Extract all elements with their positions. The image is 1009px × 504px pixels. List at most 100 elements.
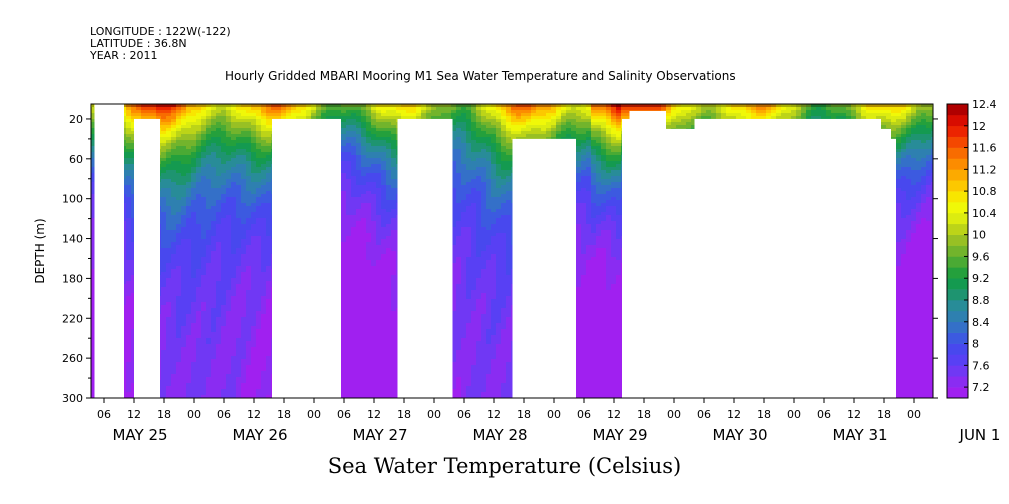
heatmap-cell: [251, 107, 257, 111]
heatmap-cell: [196, 332, 202, 336]
heatmap-cell: [206, 299, 212, 303]
heatmap-cell: [246, 266, 252, 270]
heatmap-cell: [181, 389, 187, 393]
heatmap-cell: [241, 203, 247, 207]
heatmap-cell: [261, 281, 267, 285]
heatmap-cell: [236, 197, 242, 201]
heatmap-cell: [206, 254, 212, 258]
heatmap-cell: [216, 227, 222, 231]
heatmap-cell: [201, 314, 207, 318]
heatmap-cell: [201, 389, 207, 393]
heatmap-cell: [196, 287, 202, 291]
heatmap-cell: [181, 170, 187, 174]
heatmap-cell: [201, 176, 207, 180]
heatmap-cell: [196, 320, 202, 324]
heatmap-cell: [241, 341, 247, 345]
heatmap-cell: [161, 296, 167, 300]
heatmap-cell: [216, 257, 222, 261]
heatmap-cell: [131, 206, 137, 210]
heatmap-cell: [201, 350, 207, 354]
heatmap-cell: [241, 347, 247, 351]
heatmap-cell: [251, 266, 257, 270]
heatmap-cell: [341, 140, 347, 144]
heatmap-cell: [241, 338, 247, 342]
heatmap-cell: [226, 380, 232, 384]
heatmap-cell: [206, 164, 212, 168]
heatmap-cell: [241, 335, 247, 339]
heatmap-cell: [126, 296, 132, 300]
heatmap-cell: [231, 302, 237, 306]
heatmap-cell: [231, 194, 237, 198]
heatmap-cell: [91, 350, 97, 354]
heatmap-cell: [186, 386, 192, 390]
heatmap-cell: [226, 119, 232, 123]
heatmap-cell: [171, 350, 177, 354]
heatmap-cell: [171, 341, 177, 345]
heatmap-cell: [266, 365, 272, 369]
heatmap-cell: [206, 152, 212, 156]
heatmap-cell: [261, 191, 267, 195]
heatmap-cell: [261, 197, 267, 201]
heatmap-cell: [226, 308, 232, 312]
heatmap-cell: [201, 353, 207, 357]
heatmap-cell: [186, 383, 192, 387]
heatmap-cell: [161, 338, 167, 342]
heatmap-cell: [216, 215, 222, 219]
heatmap-cell: [126, 272, 132, 276]
heatmap-cell: [261, 392, 267, 396]
heatmap-cell: [91, 353, 97, 357]
heatmap-cell: [126, 395, 132, 398]
heatmap-cell: [171, 110, 177, 114]
heatmap-cell: [196, 248, 202, 252]
heatmap-cell: [191, 212, 197, 216]
heatmap-cell: [261, 137, 267, 141]
heatmap-cell: [311, 116, 317, 120]
heatmap-cell: [196, 341, 202, 345]
heatmap-cell: [256, 254, 262, 258]
heatmap-cell: [261, 368, 267, 372]
heatmap-cell: [251, 113, 257, 117]
heatmap-cell: [246, 221, 252, 225]
heatmap-cell: [216, 191, 222, 195]
heatmap-cell: [251, 122, 257, 126]
heatmap-cell: [236, 227, 242, 231]
heatmap-cell: [256, 233, 262, 237]
heatmap-cell: [166, 179, 172, 183]
heatmap-cell: [226, 368, 232, 372]
heatmap-cell: [261, 377, 267, 381]
heatmap-cell: [221, 323, 227, 327]
heatmap-cell: [91, 218, 97, 222]
heatmap-cell: [191, 125, 197, 129]
heatmap-cell: [171, 275, 177, 279]
heatmap-cell: [206, 140, 212, 144]
heatmap-cell: [231, 341, 237, 345]
heatmap-cell: [256, 389, 262, 393]
heatmap-cell: [241, 329, 247, 333]
heatmap-cell: [206, 116, 212, 120]
heatmap-cell: [181, 311, 187, 315]
heatmap-cell: [241, 173, 247, 177]
heatmap-cell: [181, 326, 187, 330]
heatmap-cell: [171, 131, 177, 135]
heatmap-cell: [341, 380, 347, 384]
heatmap-cell: [251, 332, 257, 336]
heatmap-cell: [181, 113, 187, 117]
heatmap-cell: [196, 209, 202, 213]
heatmap-cell: [256, 320, 262, 324]
heatmap-cell: [341, 305, 347, 309]
heatmap-cell: [266, 305, 272, 309]
heatmap-cell: [91, 269, 97, 273]
heatmap-cell: [161, 233, 167, 237]
heatmap-cell: [341, 266, 347, 270]
heatmap-cell: [166, 131, 172, 135]
heatmap-cell: [161, 293, 167, 297]
heatmap-cell: [251, 209, 257, 213]
heatmap-cell: [261, 257, 267, 261]
heatmap-cell: [256, 194, 262, 198]
heatmap-cell: [251, 302, 257, 306]
heatmap-cell: [171, 233, 177, 237]
heatmap-cell: [186, 179, 192, 183]
heatmap-cell: [126, 137, 132, 141]
heatmap-cell: [166, 305, 172, 309]
heatmap-cell: [221, 275, 227, 279]
